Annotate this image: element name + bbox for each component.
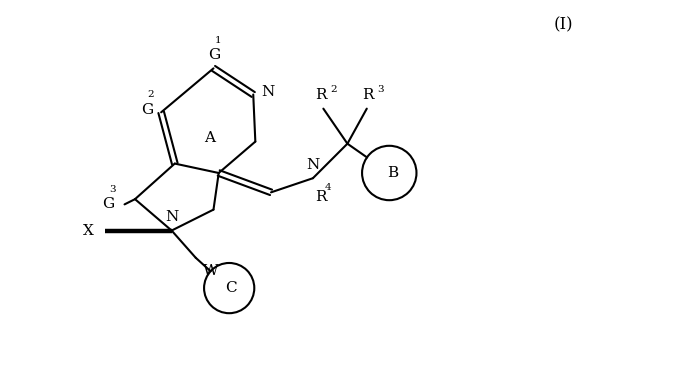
Text: G: G (103, 197, 115, 211)
Text: W: W (203, 264, 218, 278)
Text: C: C (226, 281, 237, 295)
Text: 2: 2 (331, 85, 337, 94)
Text: G: G (208, 48, 220, 62)
Text: 3: 3 (377, 85, 384, 94)
Text: B: B (387, 166, 398, 180)
Text: G: G (141, 103, 153, 117)
Text: N: N (306, 158, 320, 172)
Text: R: R (316, 88, 327, 102)
Text: (I): (I) (553, 17, 573, 34)
Text: N: N (261, 85, 274, 99)
Text: 3: 3 (109, 185, 116, 194)
Text: N: N (165, 210, 178, 224)
Text: 4: 4 (324, 183, 331, 193)
Text: A: A (204, 131, 216, 145)
Text: 1: 1 (214, 36, 221, 45)
Text: R: R (315, 190, 327, 204)
Text: 2: 2 (147, 90, 154, 99)
Text: R: R (362, 88, 374, 102)
Text: X: X (82, 224, 94, 238)
